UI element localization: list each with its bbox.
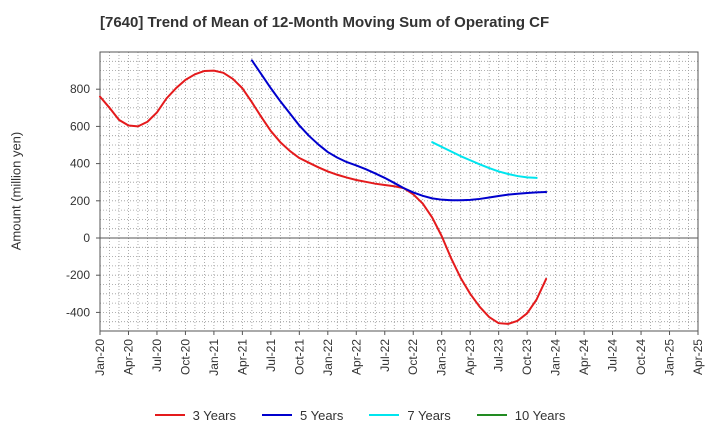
y-tick-label: -400 xyxy=(66,305,90,319)
x-tick-label: Jan-25 xyxy=(663,339,677,376)
x-tick-label: Jul-22 xyxy=(378,339,392,372)
x-tick-label: Jan-21 xyxy=(207,339,221,376)
legend-label: 7 Years xyxy=(407,407,451,423)
legend-label: 10 Years xyxy=(514,407,566,423)
legend-swatch xyxy=(154,414,185,416)
x-tick-label: Apr-21 xyxy=(235,339,249,375)
legend-swatch xyxy=(476,414,507,416)
x-tick-label: Apr-23 xyxy=(463,339,477,375)
x-tick-label: Apr-25 xyxy=(691,339,705,375)
x-tick-label: Jul-23 xyxy=(492,339,506,372)
x-tick-label: Oct-20 xyxy=(178,339,192,375)
y-tick-label: 0 xyxy=(83,231,90,245)
x-tick-label: Jan-20 xyxy=(93,339,107,376)
plot-border xyxy=(99,51,699,332)
series-line-7-years xyxy=(431,141,538,179)
plot-area xyxy=(100,52,698,331)
legend-label: 5 Years xyxy=(300,407,344,423)
chart-title: [7640] Trend of Mean of 12-Month Moving … xyxy=(100,14,550,31)
y-tick-label: 200 xyxy=(70,194,90,208)
legend-item: 3 Years xyxy=(154,404,236,426)
legend-swatch xyxy=(262,414,292,416)
x-tick-label: Jul-21 xyxy=(264,339,278,372)
x-tick-label: Oct-23 xyxy=(520,339,534,375)
y-tick-label: 400 xyxy=(70,157,90,171)
x-tick-label: Jan-23 xyxy=(435,339,449,376)
x-tick-label: Oct-24 xyxy=(634,339,648,375)
x-tick-label: Apr-20 xyxy=(121,339,135,375)
x-tick-label: Jan-24 xyxy=(549,339,563,376)
legend-item: 7 Years xyxy=(369,404,451,426)
x-tick-label: Apr-22 xyxy=(349,339,363,375)
series-line-3-years xyxy=(99,69,548,325)
chart-plot: 800 600 400 200 0 -200 -400 Jan-20 Apr-20 Jul-20 O… xyxy=(66,51,705,376)
y-tick-label: -200 xyxy=(66,268,90,282)
y-tick-label: 800 xyxy=(70,82,90,96)
x-tick-label: Jan-22 xyxy=(321,339,335,376)
legend-label: 3 Years xyxy=(192,407,236,423)
legend: 3 Years 5 Years 7 Years 10 Years xyxy=(0,404,720,426)
legend-item: 10 Years xyxy=(476,404,566,426)
x-tick-label: Jul-20 xyxy=(150,339,164,372)
x-tick-label: Apr-24 xyxy=(577,339,591,375)
x-tick-label: Jul-24 xyxy=(606,339,620,372)
series-line-5-years xyxy=(250,59,548,202)
y-tick-label: 600 xyxy=(70,119,90,133)
legend-item: 5 Years xyxy=(262,404,343,426)
x-tick-label: Oct-22 xyxy=(406,339,420,375)
x-tick-label: Oct-21 xyxy=(292,339,306,375)
legend-swatch xyxy=(369,414,400,416)
